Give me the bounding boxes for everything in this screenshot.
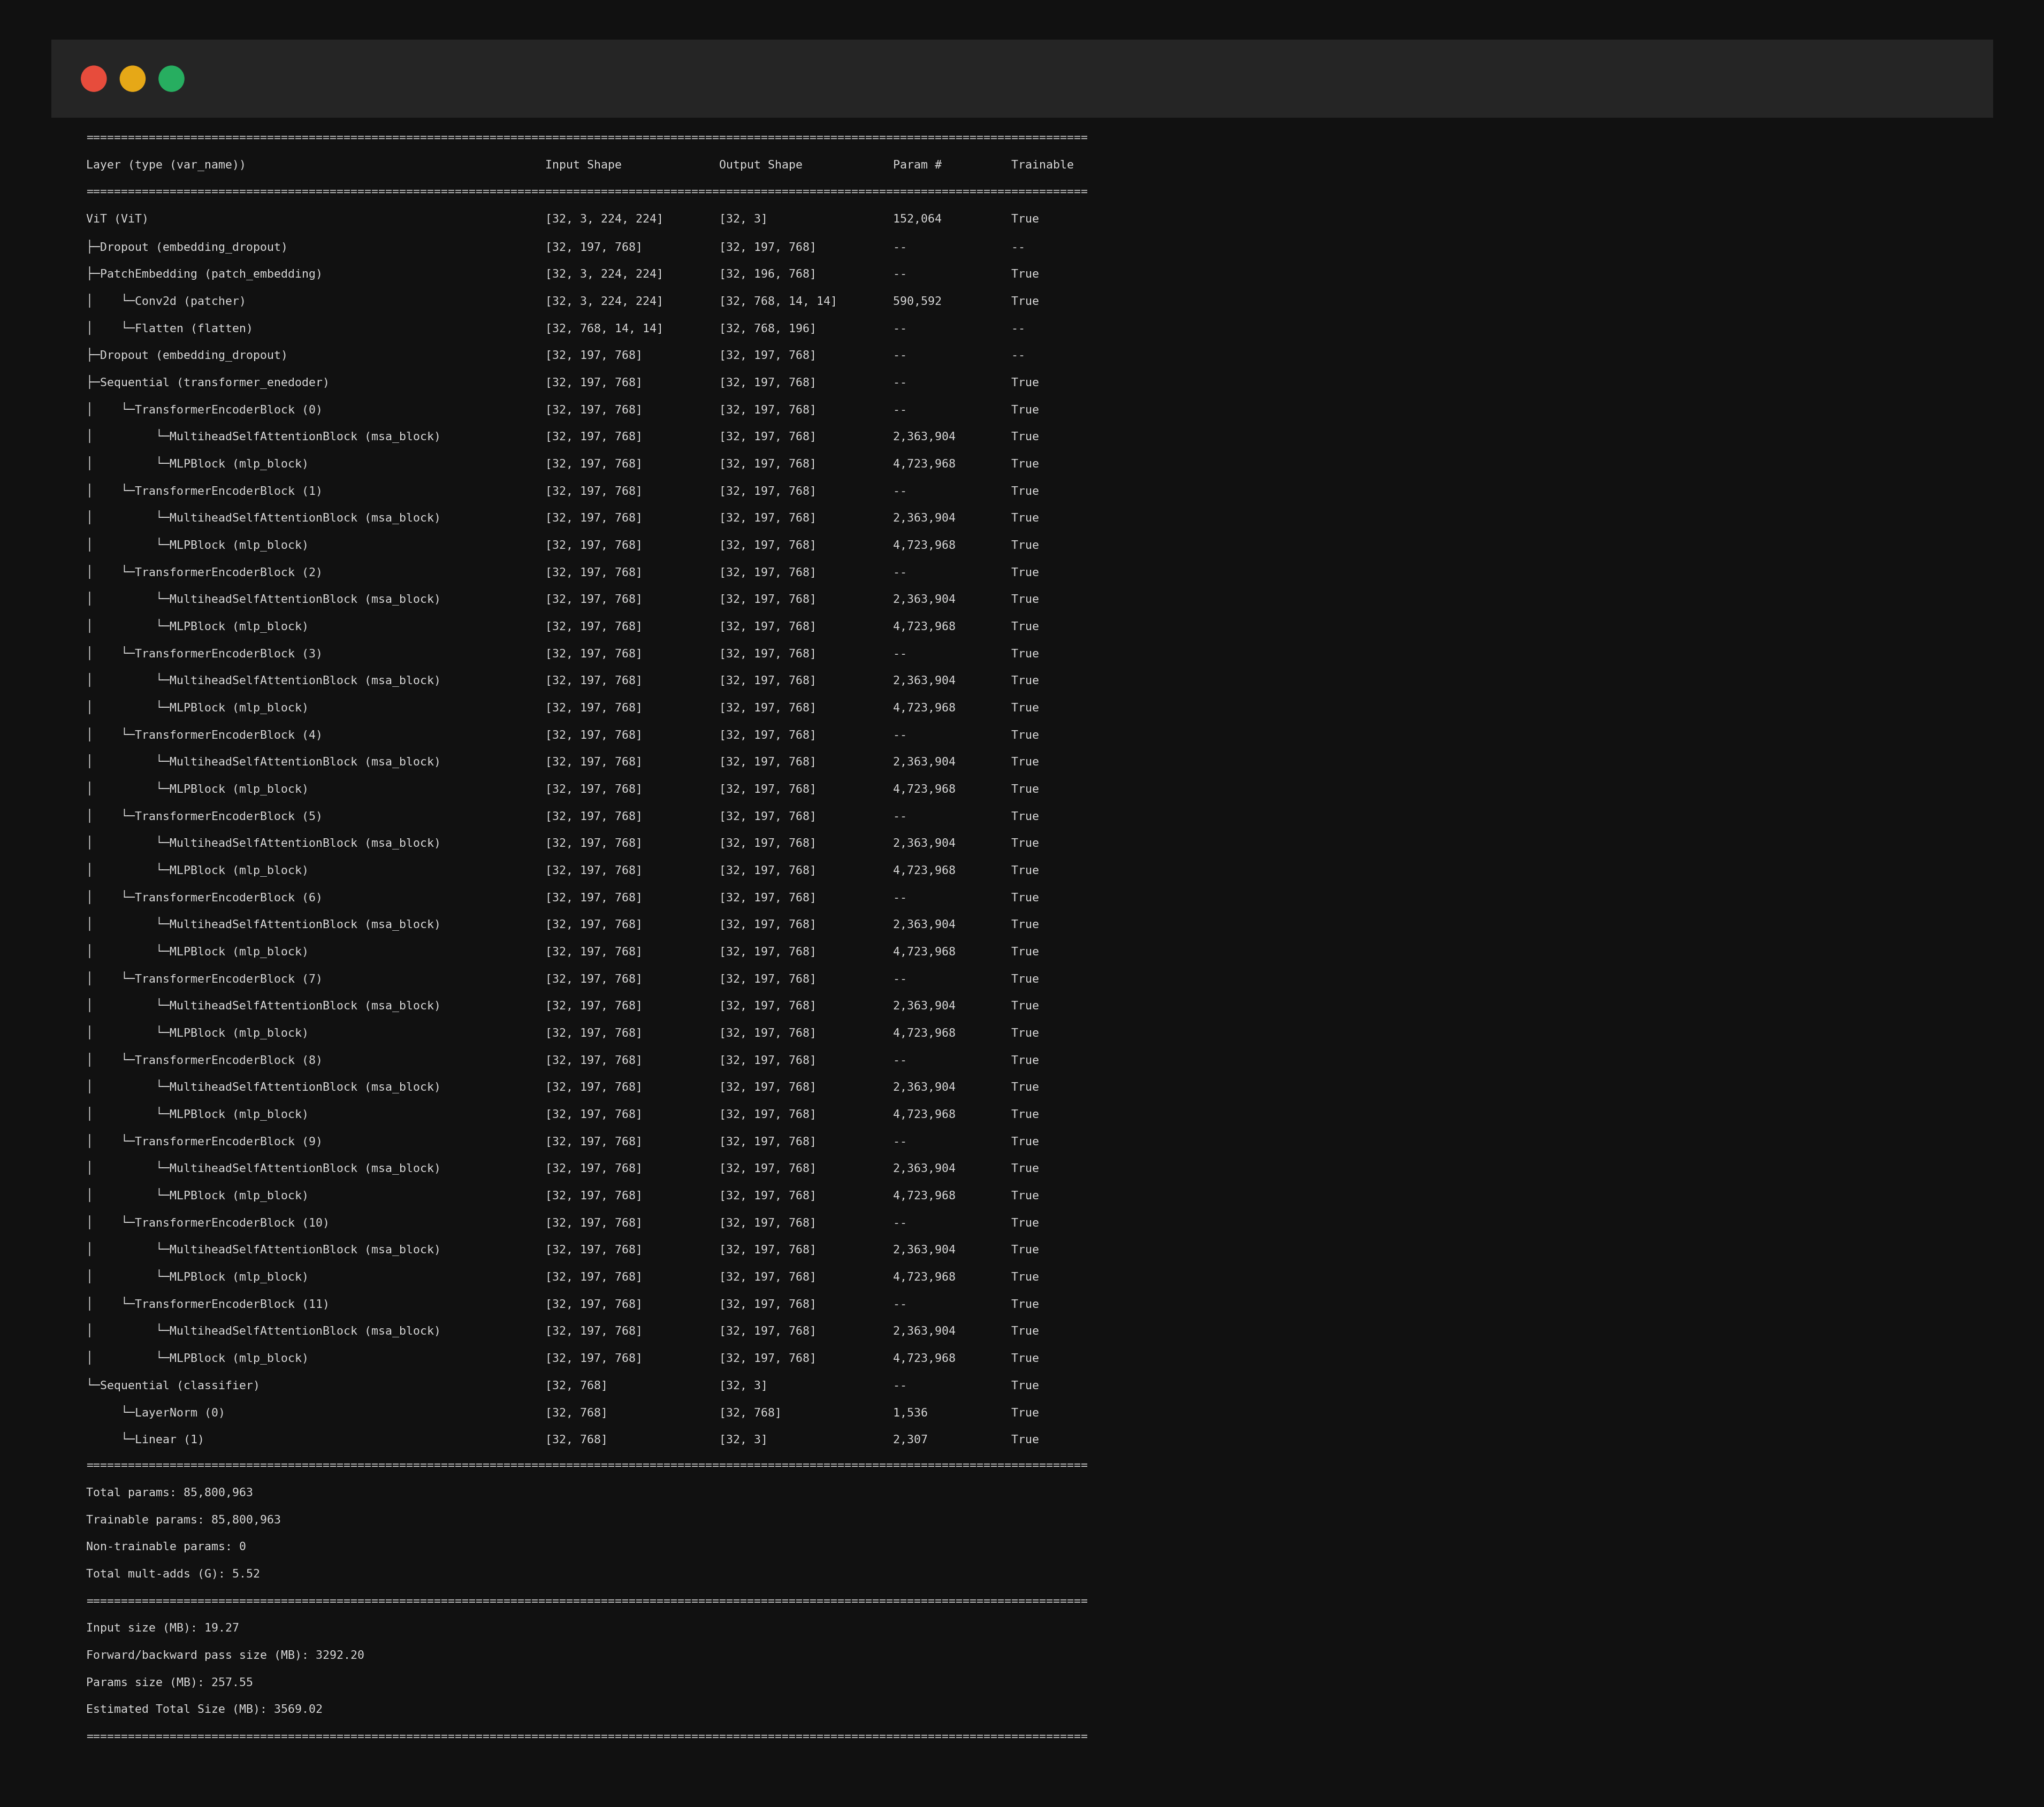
Text: │    └─TransformerEncoderBlock (1)                                [32, 197, 768]: │ └─TransformerEncoderBlock (1) [32, 197… xyxy=(86,482,1038,497)
Text: │         └─MLPBlock (mlp_block)                                  [32, 197, 768]: │ └─MLPBlock (mlp_block) [32, 197, 768] xyxy=(86,455,1038,470)
Text: │    └─TransformerEncoderBlock (0)                                [32, 197, 768]: │ └─TransformerEncoderBlock (0) [32, 197… xyxy=(86,401,1038,416)
Text: Total params: 85,800,963: Total params: 85,800,963 xyxy=(86,1487,253,1498)
FancyBboxPatch shape xyxy=(51,40,1993,117)
Text: ================================================================================: ========================================… xyxy=(86,186,1087,197)
Text: │         └─MultiheadSelfAttentionBlock (msa_block)               [32, 197, 768]: │ └─MultiheadSelfAttentionBlock (msa_blo… xyxy=(86,672,1038,687)
Text: Total mult-adds (G): 5.52: Total mult-adds (G): 5.52 xyxy=(86,1568,260,1579)
Text: │         └─MLPBlock (mlp_block)                                  [32, 197, 768]: │ └─MLPBlock (mlp_block) [32, 197, 768] xyxy=(86,537,1038,551)
Text: │         └─MLPBlock (mlp_block)                                  [32, 197, 768]: │ └─MLPBlock (mlp_block) [32, 197, 768] xyxy=(86,1269,1038,1283)
Text: │    └─TransformerEncoderBlock (11)                               [32, 197, 768]: │ └─TransformerEncoderBlock (11) [32, 19… xyxy=(86,1296,1038,1310)
Text: │    └─TransformerEncoderBlock (2)                                [32, 197, 768]: │ └─TransformerEncoderBlock (2) [32, 197… xyxy=(86,564,1038,578)
Ellipse shape xyxy=(82,65,106,92)
Text: │         └─MultiheadSelfAttentionBlock (msa_block)               [32, 197, 768]: │ └─MultiheadSelfAttentionBlock (msa_blo… xyxy=(86,510,1038,524)
Text: ViT (ViT)                                                         [32, 3, 224, 2: ViT (ViT) [32, 3, 224, 2 xyxy=(86,213,1038,224)
Text: │         └─MLPBlock (mlp_block)                                  [32, 197, 768]: │ └─MLPBlock (mlp_block) [32, 197, 768] xyxy=(86,1350,1038,1364)
Text: └─LayerNorm (0)                                              [32, 768]          : └─LayerNorm (0) [32, 768] xyxy=(86,1406,1038,1418)
Text: │         └─MLPBlock (mlp_block)                                  [32, 197, 768]: │ └─MLPBlock (mlp_block) [32, 197, 768] xyxy=(86,618,1038,632)
Text: │    └─TransformerEncoderBlock (10)                               [32, 197, 768]: │ └─TransformerEncoderBlock (10) [32, 19… xyxy=(86,1214,1038,1229)
Text: ├─Sequential (transformer_enedoder)                               [32, 197, 768]: ├─Sequential (transformer_enedoder) [32,… xyxy=(86,374,1038,389)
Text: │    └─Conv2d (patcher)                                           [32, 3, 224, 2: │ └─Conv2d (patcher) [32, 3, 224, 2 xyxy=(86,293,1038,307)
Text: │    └─TransformerEncoderBlock (5)                                [32, 197, 768]: │ └─TransformerEncoderBlock (5) [32, 197… xyxy=(86,808,1038,822)
Text: │         └─MultiheadSelfAttentionBlock (msa_block)               [32, 197, 768]: │ └─MultiheadSelfAttentionBlock (msa_blo… xyxy=(86,835,1038,849)
Ellipse shape xyxy=(159,65,184,92)
Text: ├─PatchEmbedding (patch_embedding)                                [32, 3, 224, 2: ├─PatchEmbedding (patch_embedding) [32, … xyxy=(86,266,1038,280)
Text: Non-trainable params: 0: Non-trainable params: 0 xyxy=(86,1541,245,1552)
Text: │         └─MLPBlock (mlp_block)                                  [32, 197, 768]: │ └─MLPBlock (mlp_block) [32, 197, 768] xyxy=(86,1106,1038,1120)
Text: │         └─MLPBlock (mlp_block)                                  [32, 197, 768]: │ └─MLPBlock (mlp_block) [32, 197, 768] xyxy=(86,943,1038,958)
Text: │         └─MultiheadSelfAttentionBlock (msa_block)               [32, 197, 768]: │ └─MultiheadSelfAttentionBlock (msa_blo… xyxy=(86,1079,1038,1093)
Text: Estimated Total Size (MB): 3569.02: Estimated Total Size (MB): 3569.02 xyxy=(86,1704,323,1715)
Text: Params size (MB): 257.55: Params size (MB): 257.55 xyxy=(86,1677,253,1688)
Text: │         └─MLPBlock (mlp_block)                                  [32, 197, 768]: │ └─MLPBlock (mlp_block) [32, 197, 768] xyxy=(86,699,1038,714)
Text: │         └─MultiheadSelfAttentionBlock (msa_block)               [32, 197, 768]: │ └─MultiheadSelfAttentionBlock (msa_blo… xyxy=(86,1241,1038,1256)
Text: │         └─MultiheadSelfAttentionBlock (msa_block)               [32, 197, 768]: │ └─MultiheadSelfAttentionBlock (msa_blo… xyxy=(86,997,1038,1012)
Text: │    └─TransformerEncoderBlock (4)                                [32, 197, 768]: │ └─TransformerEncoderBlock (4) [32, 197… xyxy=(86,726,1038,741)
Ellipse shape xyxy=(121,65,145,92)
Text: │    └─TransformerEncoderBlock (6)                                [32, 197, 768]: │ └─TransformerEncoderBlock (6) [32, 197… xyxy=(86,889,1038,904)
Text: │         └─MLPBlock (mlp_block)                                  [32, 197, 768]: │ └─MLPBlock (mlp_block) [32, 197, 768] xyxy=(86,1187,1038,1202)
Text: Forward/backward pass size (MB): 3292.20: Forward/backward pass size (MB): 3292.20 xyxy=(86,1650,364,1661)
Text: Trainable params: 85,800,963: Trainable params: 85,800,963 xyxy=(86,1514,280,1525)
Text: │         └─MultiheadSelfAttentionBlock (msa_block)               [32, 197, 768]: │ └─MultiheadSelfAttentionBlock (msa_blo… xyxy=(86,428,1038,443)
Text: ================================================================================: ========================================… xyxy=(86,132,1087,143)
Text: Input size (MB): 19.27: Input size (MB): 19.27 xyxy=(86,1623,239,1634)
Text: ================================================================================: ========================================… xyxy=(86,1460,1087,1471)
Text: │         └─MultiheadSelfAttentionBlock (msa_block)               [32, 197, 768]: │ └─MultiheadSelfAttentionBlock (msa_blo… xyxy=(86,916,1038,931)
Text: │         └─MultiheadSelfAttentionBlock (msa_block)               [32, 197, 768]: │ └─MultiheadSelfAttentionBlock (msa_blo… xyxy=(86,591,1038,605)
Text: └─Linear (1)                                                 [32, 768]          : └─Linear (1) [32, 768] xyxy=(86,1433,1038,1446)
Text: ├─Dropout (embedding_dropout)                                     [32, 197, 768]: ├─Dropout (embedding_dropout) [32, 197, … xyxy=(86,347,1026,361)
Text: │         └─MLPBlock (mlp_block)                                  [32, 197, 768]: │ └─MLPBlock (mlp_block) [32, 197, 768] xyxy=(86,862,1038,876)
Text: ├─Dropout (embedding_dropout)                                     [32, 197, 768]: ├─Dropout (embedding_dropout) [32, 197, … xyxy=(86,239,1026,253)
Text: │         └─MultiheadSelfAttentionBlock (msa_block)               [32, 197, 768]: │ └─MultiheadSelfAttentionBlock (msa_blo… xyxy=(86,1160,1038,1175)
Text: │         └─MultiheadSelfAttentionBlock (msa_block)               [32, 197, 768]: │ └─MultiheadSelfAttentionBlock (msa_blo… xyxy=(86,754,1038,768)
Text: │    └─TransformerEncoderBlock (3)                                [32, 197, 768]: │ └─TransformerEncoderBlock (3) [32, 197… xyxy=(86,645,1038,660)
Text: │         └─MultiheadSelfAttentionBlock (msa_block)               [32, 197, 768]: │ └─MultiheadSelfAttentionBlock (msa_blo… xyxy=(86,1323,1038,1337)
Text: │         └─MLPBlock (mlp_block)                                  [32, 197, 768]: │ └─MLPBlock (mlp_block) [32, 197, 768] xyxy=(86,781,1038,795)
Text: │    └─TransformerEncoderBlock (7)                                [32, 197, 768]: │ └─TransformerEncoderBlock (7) [32, 197… xyxy=(86,970,1038,985)
Text: ================================================================================: ========================================… xyxy=(86,1596,1087,1606)
Text: Layer (type (var_name))                                           Input Shape   : Layer (type (var_name)) Input Shape xyxy=(86,159,1073,170)
Text: └─Sequential (classifier)                                         [32, 768]     : └─Sequential (classifier) [32, 768] xyxy=(86,1379,1038,1391)
Text: │    └─TransformerEncoderBlock (8)                                [32, 197, 768]: │ └─TransformerEncoderBlock (8) [32, 197… xyxy=(86,1052,1038,1066)
Text: │    └─TransformerEncoderBlock (9)                                [32, 197, 768]: │ └─TransformerEncoderBlock (9) [32, 197… xyxy=(86,1133,1038,1147)
Text: │         └─MLPBlock (mlp_block)                                  [32, 197, 768]: │ └─MLPBlock (mlp_block) [32, 197, 768] xyxy=(86,1025,1038,1039)
Text: ================================================================================: ========================================… xyxy=(86,1731,1087,1742)
Text: │    └─Flatten (flatten)                                          [32, 768, 14, : │ └─Flatten (flatten) [32, 768, 14, xyxy=(86,320,1026,334)
